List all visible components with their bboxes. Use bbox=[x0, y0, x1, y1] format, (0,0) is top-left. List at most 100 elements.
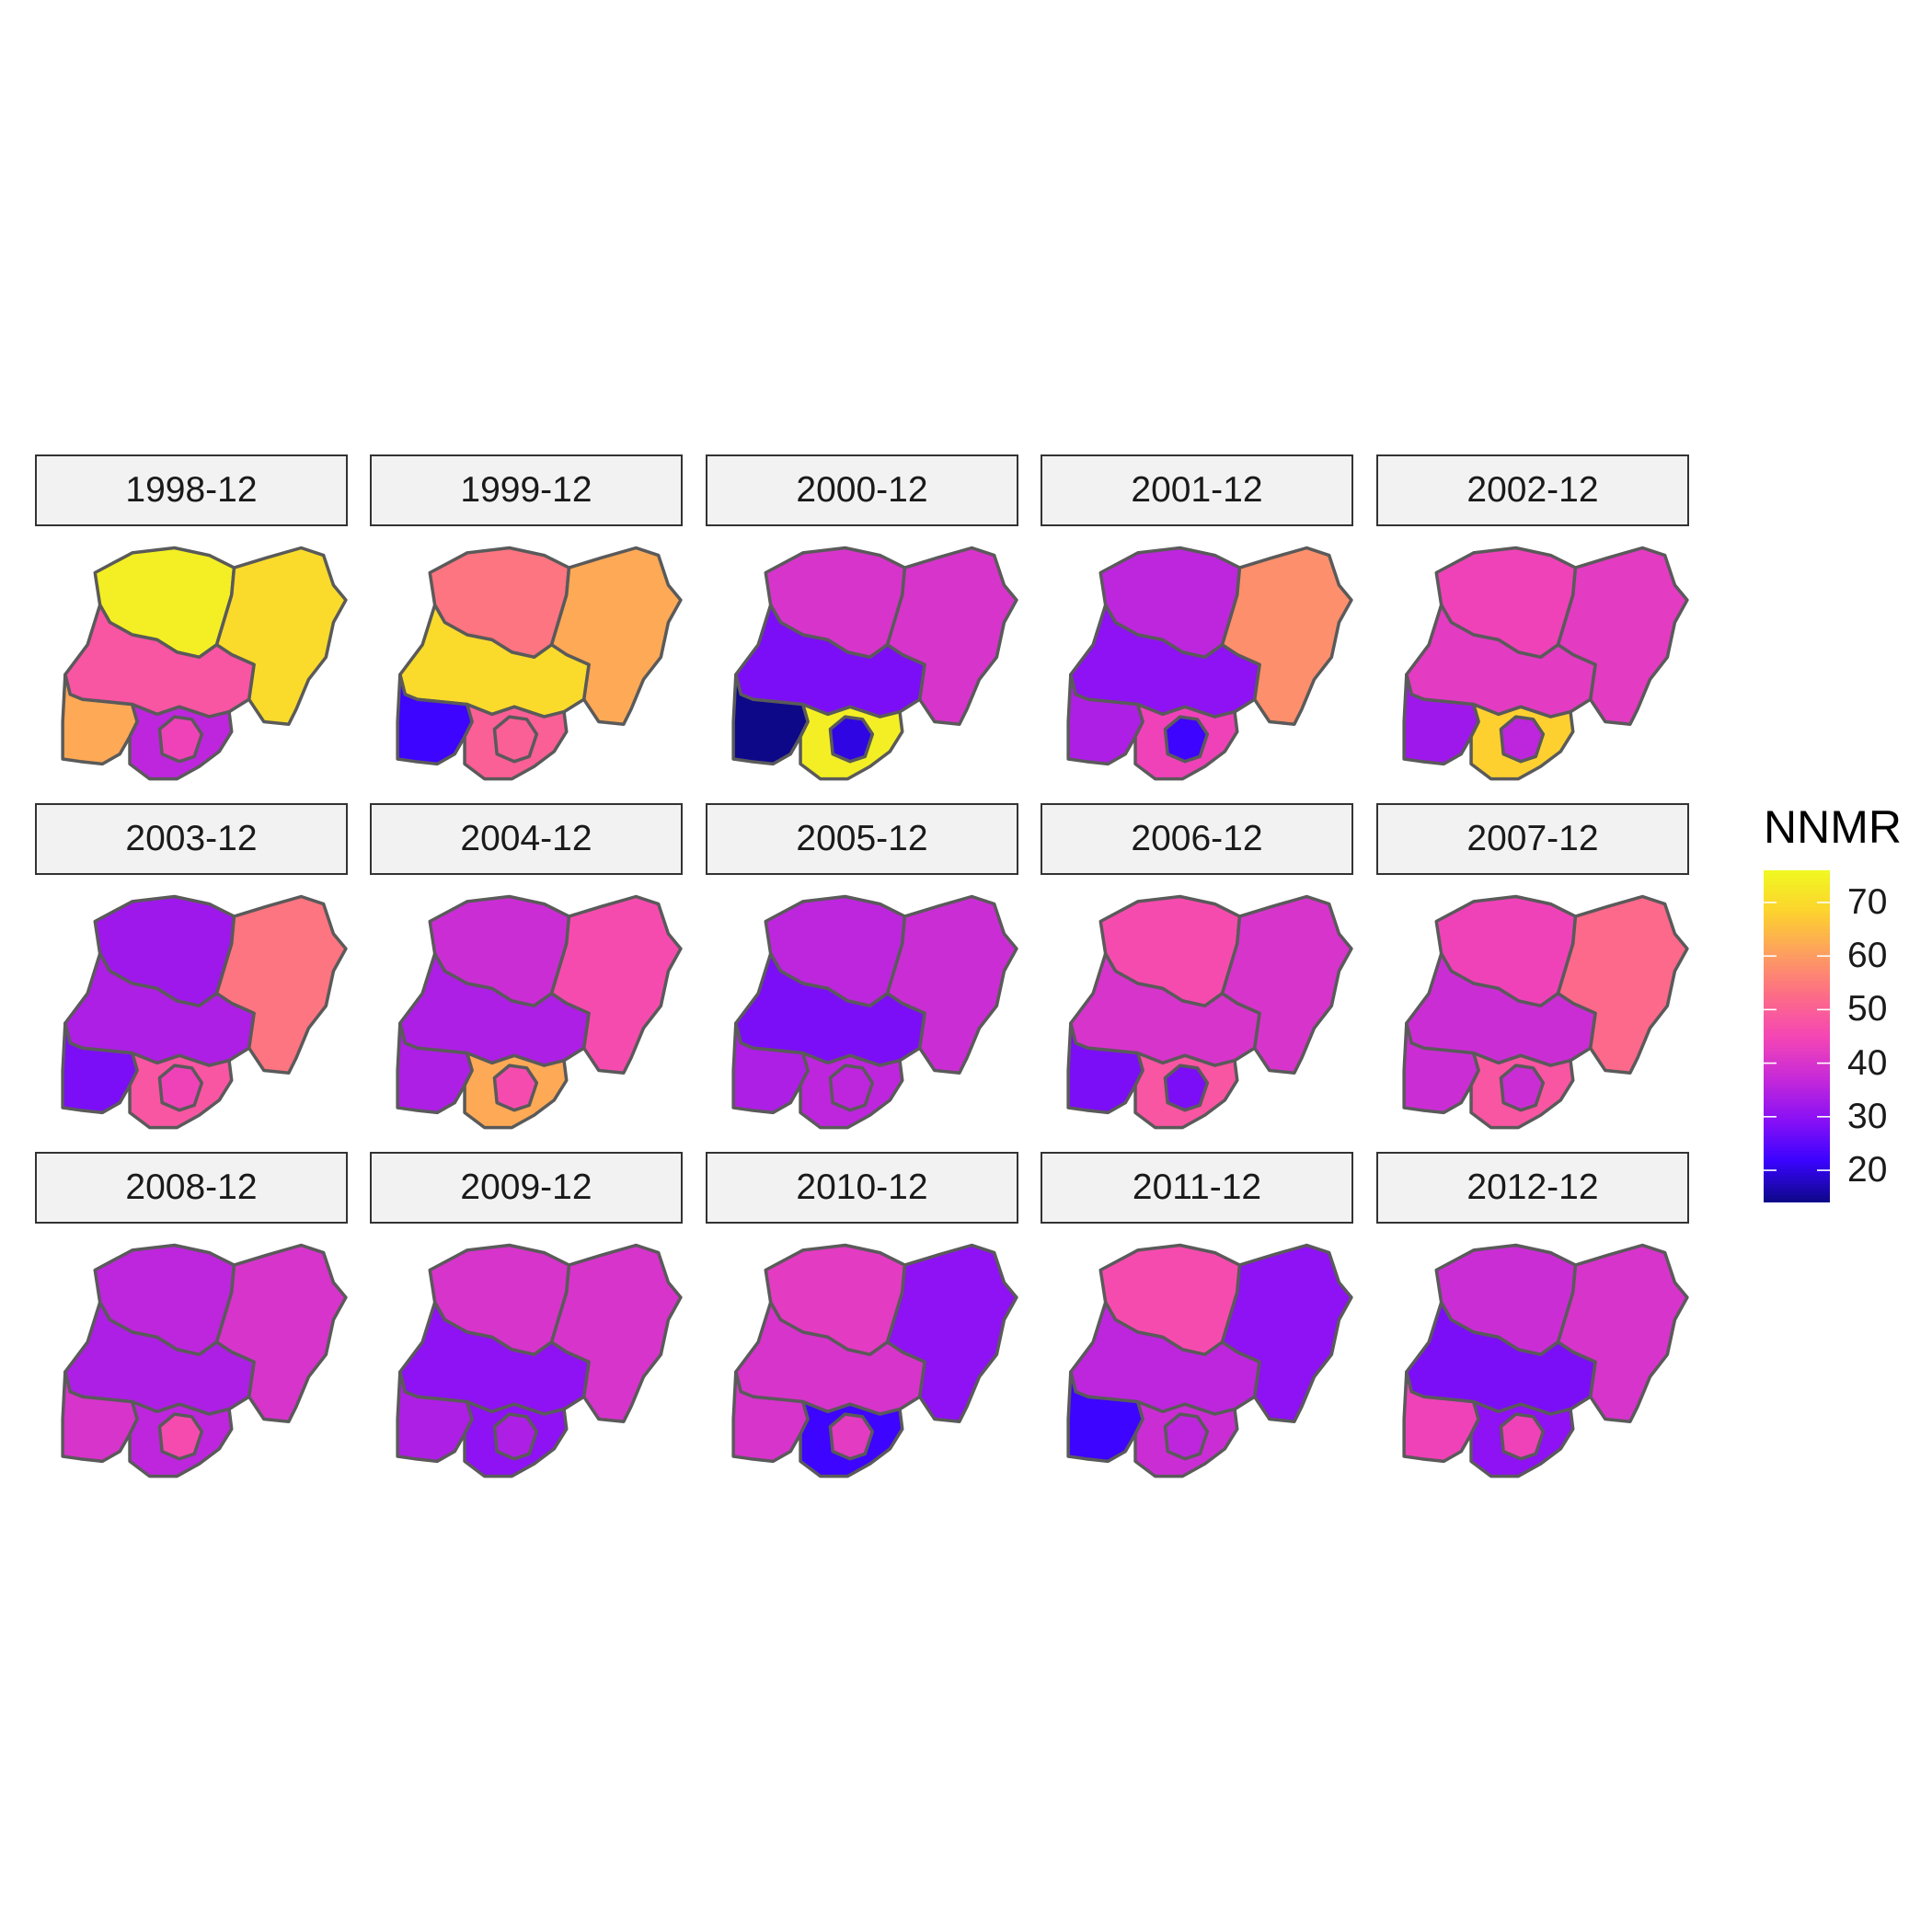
legend-color-step bbox=[1764, 1010, 1830, 1016]
legend-color-step bbox=[1764, 955, 1830, 960]
legend-color-step bbox=[1764, 973, 1830, 978]
legend-color-step bbox=[1764, 1183, 1830, 1189]
legend-title: NNMR bbox=[1764, 801, 1902, 853]
legend-color-step bbox=[1764, 922, 1830, 926]
legend-color-step bbox=[1764, 1040, 1830, 1045]
legend-color-step bbox=[1764, 933, 1830, 937]
legend-color-step bbox=[1764, 1003, 1830, 1008]
legend-color-step bbox=[1764, 1021, 1830, 1027]
facet-strip-label: 2005-12 bbox=[706, 803, 1018, 875]
region-south-east bbox=[157, 1412, 204, 1461]
legend-color-step bbox=[1764, 881, 1830, 886]
legend-color-step bbox=[1764, 1176, 1830, 1181]
legend-color-step bbox=[1764, 1128, 1830, 1133]
region-south-east bbox=[492, 1064, 539, 1112]
legend-color-step bbox=[1764, 1194, 1830, 1200]
facet-map-2007-12 bbox=[1402, 894, 1689, 1130]
legend-tick-label: 30 bbox=[1847, 1096, 1888, 1136]
legend-color-step bbox=[1764, 1150, 1830, 1156]
legend-color-step bbox=[1764, 1029, 1830, 1034]
legend-colorbar bbox=[1764, 870, 1830, 1202]
facet-strip-label: 2011-12 bbox=[1041, 1152, 1353, 1224]
facet-strip-label: 2006-12 bbox=[1041, 803, 1353, 875]
legend-color-step bbox=[1764, 1032, 1830, 1038]
legend-tick-label: 20 bbox=[1847, 1150, 1888, 1190]
legend-color-step bbox=[1764, 1161, 1830, 1167]
legend-color-step bbox=[1764, 1025, 1830, 1030]
legend-color-step bbox=[1764, 1095, 1830, 1100]
legend-tick-label: 70 bbox=[1847, 881, 1888, 922]
legend-color-step bbox=[1764, 937, 1830, 941]
legend-color-step bbox=[1764, 1073, 1830, 1078]
facet-map-2008-12 bbox=[61, 1243, 348, 1478]
region-south-east bbox=[828, 715, 875, 764]
facet-strip-label: 2000-12 bbox=[706, 454, 1018, 526]
region-south-east bbox=[1499, 715, 1546, 764]
legend-color-step bbox=[1764, 1058, 1830, 1064]
legend-color-step bbox=[1764, 889, 1830, 893]
legend-color-step bbox=[1764, 1121, 1830, 1126]
legend-color-step bbox=[1764, 944, 1830, 949]
legend-color-step bbox=[1764, 966, 1830, 971]
legend-color-step bbox=[1764, 1139, 1830, 1144]
legend-color-step bbox=[1764, 903, 1830, 908]
legend-color-step bbox=[1764, 992, 1830, 996]
legend-color-step bbox=[1764, 914, 1830, 919]
legend-color-step bbox=[1764, 926, 1830, 930]
facet-map-2005-12 bbox=[731, 894, 1018, 1130]
facet-strip-label: 1998-12 bbox=[35, 454, 348, 526]
legend-color-step bbox=[1764, 1124, 1830, 1130]
legend-color-step bbox=[1764, 940, 1830, 945]
facet-map-2003-12 bbox=[61, 894, 348, 1130]
legend-color-step bbox=[1764, 1047, 1830, 1052]
legend-color-step bbox=[1764, 948, 1830, 952]
legend-color-step bbox=[1764, 1179, 1830, 1185]
facet-strip-label: 2010-12 bbox=[706, 1152, 1018, 1224]
legend-color-step bbox=[1764, 911, 1830, 915]
legend-tick-label: 40 bbox=[1847, 1042, 1888, 1083]
legend-color-step bbox=[1764, 995, 1830, 1000]
facet-strip-label: 2004-12 bbox=[370, 803, 683, 875]
legend-color-step bbox=[1764, 959, 1830, 963]
facet-map-2001-12 bbox=[1066, 546, 1353, 781]
legend-color-step bbox=[1764, 1135, 1830, 1141]
legend-color-step bbox=[1764, 1132, 1830, 1137]
legend-color-step bbox=[1764, 900, 1830, 904]
legend-color-step bbox=[1764, 1187, 1830, 1192]
legend-color-step bbox=[1764, 885, 1830, 890]
legend-color-step bbox=[1764, 1117, 1830, 1122]
legend-color-step bbox=[1764, 1113, 1830, 1119]
region-south-east bbox=[1163, 1064, 1210, 1112]
legend-color-step bbox=[1764, 1198, 1830, 1202]
legend-color-step bbox=[1764, 1154, 1830, 1159]
legend-color-step bbox=[1764, 981, 1830, 985]
legend-color-step bbox=[1764, 918, 1830, 923]
facet-strip-label: 2008-12 bbox=[35, 1152, 348, 1224]
legend-color-step bbox=[1764, 1076, 1830, 1082]
legend-color-step bbox=[1764, 951, 1830, 956]
facet-strip-label: 2003-12 bbox=[35, 803, 348, 875]
region-south-east bbox=[828, 1064, 875, 1112]
legend-color-step bbox=[1764, 1036, 1830, 1041]
facet-strip-label: 2007-12 bbox=[1376, 803, 1689, 875]
legend-color-step bbox=[1764, 1043, 1830, 1049]
legend-color-step bbox=[1764, 1168, 1830, 1174]
legend-color-step bbox=[1764, 1006, 1830, 1012]
facet-strip-label: 1999-12 bbox=[370, 454, 683, 526]
legend-color-step bbox=[1764, 1018, 1830, 1023]
facet-map-2009-12 bbox=[396, 1243, 683, 1478]
facet-map-2002-12 bbox=[1402, 546, 1689, 781]
legend-tick-label: 60 bbox=[1847, 936, 1888, 976]
legend-color-step bbox=[1764, 970, 1830, 974]
legend-color-step bbox=[1764, 1069, 1830, 1075]
facet-strip-label: 2012-12 bbox=[1376, 1152, 1689, 1224]
legend-color-step bbox=[1764, 1190, 1830, 1196]
legend-color-step bbox=[1764, 1157, 1830, 1163]
legend-color-step bbox=[1764, 1098, 1830, 1104]
legend-color-step bbox=[1764, 1084, 1830, 1089]
region-south-east bbox=[1499, 1412, 1546, 1461]
legend-color-step bbox=[1764, 870, 1830, 875]
legend-color-step bbox=[1764, 1080, 1830, 1086]
legend-color-step bbox=[1764, 1106, 1830, 1111]
